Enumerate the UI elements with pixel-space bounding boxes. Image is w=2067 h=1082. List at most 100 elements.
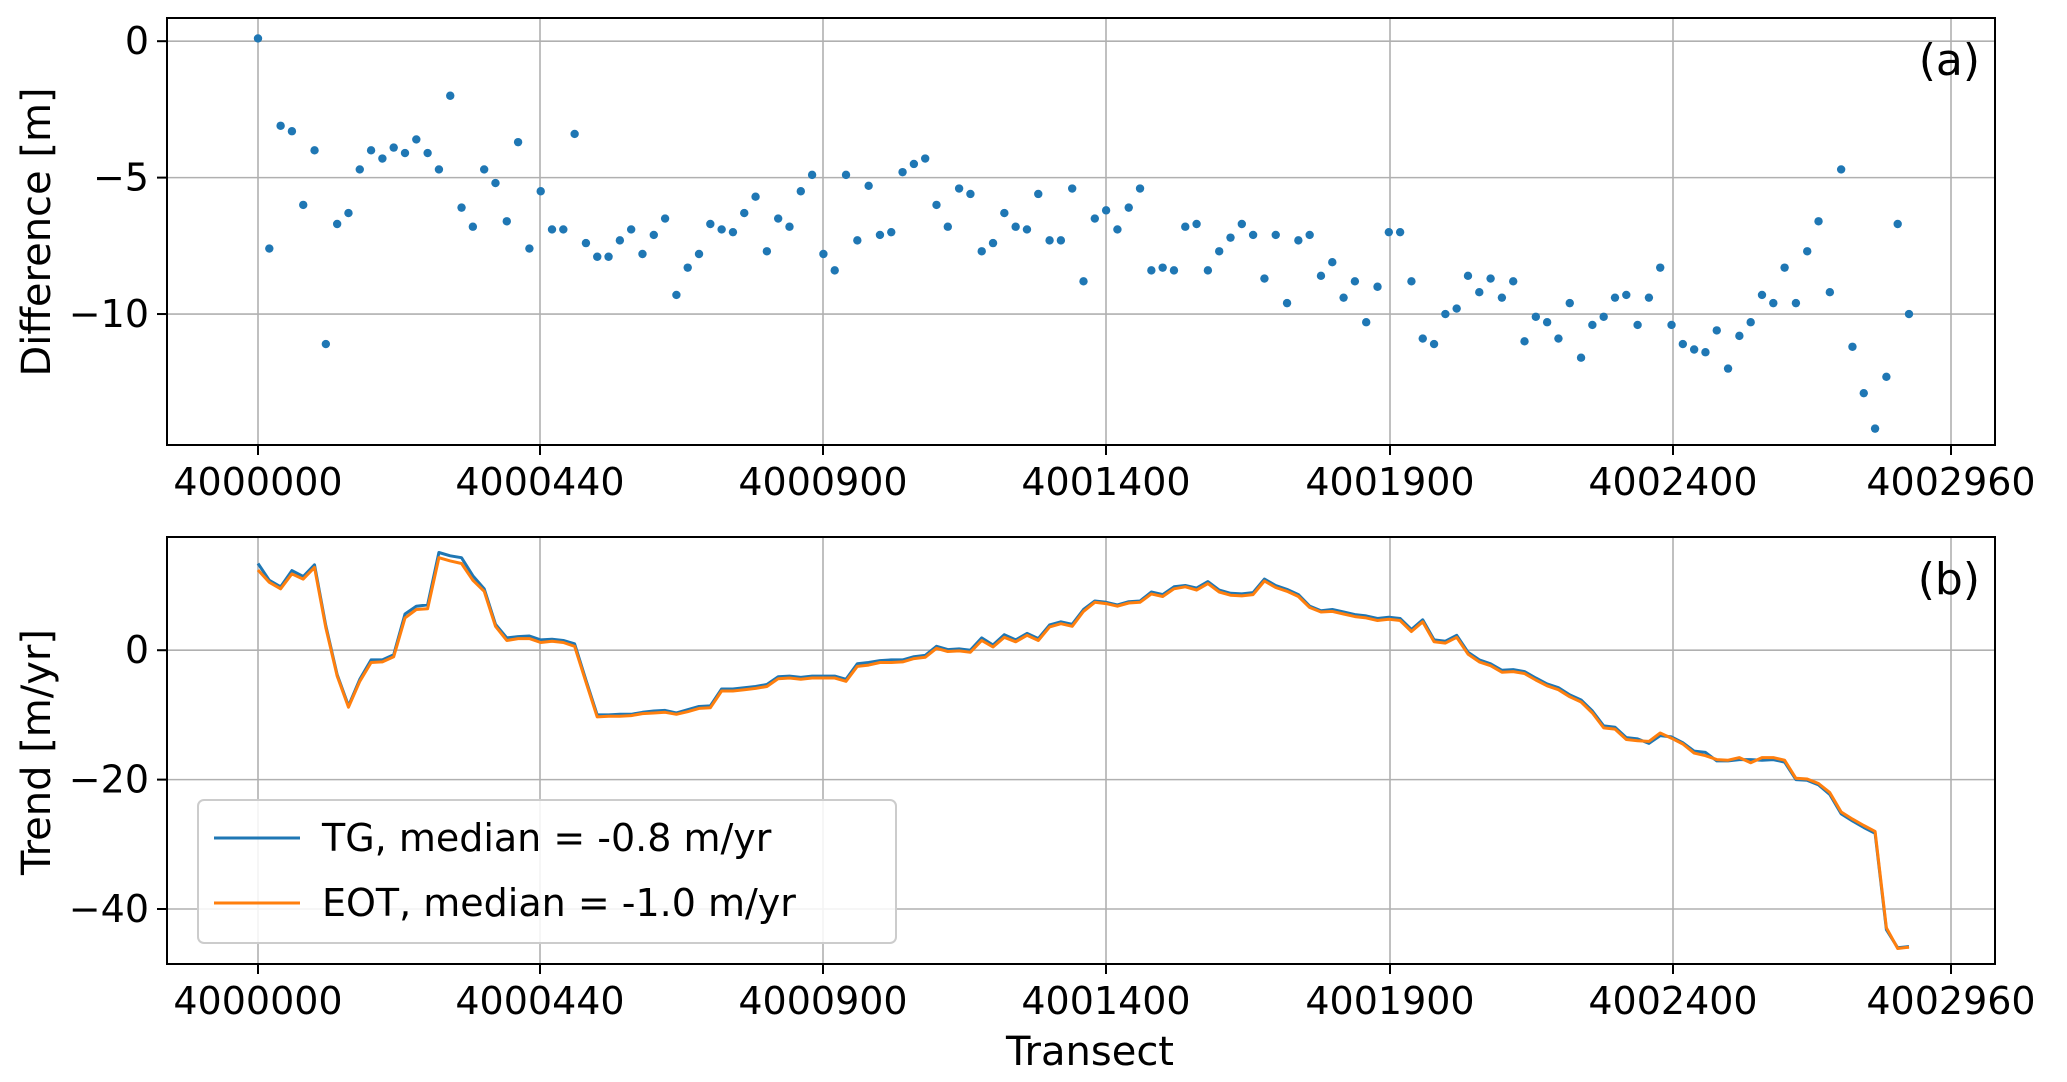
scatter-point: [683, 263, 692, 272]
scatter-point: [547, 225, 557, 234]
panel-a-ylabel: Difference [m]: [14, 87, 60, 376]
scatter-point: [1395, 227, 1405, 237]
scatter-point: [1859, 388, 1868, 398]
panel-a-xtick-label: 4001400: [1021, 460, 1190, 504]
scatter-point: [807, 170, 817, 180]
scatter-point: [1429, 339, 1439, 349]
scatter-point: [513, 137, 523, 147]
scatter-point: [1803, 247, 1812, 256]
scatter-point: [717, 225, 726, 234]
scatter-point: [773, 214, 783, 223]
scatter-point: [1034, 189, 1043, 199]
scatter-point: [593, 252, 602, 261]
scatter-point: [819, 249, 828, 259]
panel-b-xtick-label: 4000900: [738, 979, 907, 1023]
scatter-point: [1769, 298, 1778, 308]
panel-a: 4000000 4000440 4000900 4001400 4001900 40024…: [14, 17, 2036, 504]
scatter-point: [1689, 345, 1699, 354]
scatter-point: [1000, 208, 1009, 218]
panel-a-ytick-label: −10: [69, 292, 149, 336]
series-line-eot: [256, 556, 1910, 950]
scatter-point: [954, 184, 964, 193]
scatter-point: [1735, 331, 1744, 341]
scatter-point: [615, 236, 625, 245]
scatter-point: [581, 238, 591, 248]
scatter-point: [1158, 263, 1167, 272]
scatter-point: [830, 266, 839, 275]
scatter-point: [1282, 298, 1292, 308]
scatter-point: [434, 165, 444, 174]
scatter-point: [1011, 222, 1020, 231]
scatter-point: [1203, 266, 1213, 275]
scatter-point: [1825, 288, 1835, 297]
scatter-point: [1045, 236, 1054, 245]
scatter-point: [299, 200, 308, 210]
panel-a-ticks: 4000000 4000440 4000900 4001400 4001900 40024…: [69, 19, 2036, 504]
scatter-point: [1814, 217, 1823, 226]
scatter-point: [1056, 236, 1066, 245]
panel-b-xtick-label: 4002400: [1588, 979, 1757, 1023]
scatter-point: [1079, 277, 1088, 286]
scatter-point: [1328, 257, 1337, 267]
scatter-point: [1633, 320, 1642, 330]
scatter-point: [1486, 274, 1495, 283]
scatter-point: [751, 192, 760, 201]
panel-a-xtick-label: 4000440: [455, 460, 624, 504]
scatter-point: [1554, 334, 1563, 343]
legend-label-tg: TG, median = -0.8 m/yr: [321, 816, 772, 860]
scatter-point: [355, 165, 364, 174]
scatter-point: [276, 121, 285, 130]
panel-b-data: [256, 551, 1910, 950]
scatter-point: [853, 236, 862, 245]
scatter-point: [887, 227, 896, 237]
panel-a-xtick-label: 4000000: [173, 460, 342, 504]
scatter-point: [1362, 318, 1371, 327]
scatter-point: [988, 238, 998, 248]
scatter-point: [536, 187, 545, 196]
scatter-point: [1339, 293, 1348, 302]
panel-b-label: (b): [1918, 554, 1980, 605]
scatter-point: [920, 154, 930, 163]
panel-a-label: (a): [1919, 35, 1980, 86]
scatter-point: [1169, 266, 1179, 275]
scatter-point: [1678, 339, 1688, 349]
scatter-point: [1723, 364, 1733, 373]
scatter-point: [1237, 219, 1247, 229]
scatter-point: [1622, 290, 1631, 300]
scatter-point: [740, 208, 749, 218]
panel-a-frame: [166, 17, 1996, 446]
scatter-point: [287, 127, 297, 136]
scatter-point: [762, 247, 772, 256]
scatter-point: [841, 170, 851, 180]
scatter-point: [479, 165, 489, 174]
scatter-point: [502, 217, 511, 226]
panel-b-ytick-label: −40: [69, 887, 149, 931]
scatter-point: [400, 148, 410, 158]
scatter-point: [1509, 277, 1518, 286]
scatter-point: [1384, 227, 1394, 237]
scatter-point: [446, 91, 455, 100]
scatter-point: [1350, 277, 1360, 286]
panel-b-xtick-label: 4000440: [455, 979, 624, 1023]
scatter-point: [1407, 277, 1416, 286]
scatter-point: [1441, 309, 1450, 319]
scatter-point: [1147, 266, 1156, 275]
scatter-point: [1836, 165, 1846, 174]
panel-a-xtick-label: 4002400: [1588, 460, 1757, 504]
scatter-point: [332, 219, 342, 229]
panel-a-grid: [167, 18, 1995, 445]
scatter-point: [310, 146, 319, 155]
legend-label-eot: EOT, median = -1.0 m/yr: [322, 881, 796, 925]
scatter-point: [1113, 225, 1122, 234]
panel-a-xtick-label: 4000900: [738, 460, 907, 504]
legend-box: [197, 799, 897, 944]
scatter-point: [423, 148, 432, 158]
scatter-point: [412, 135, 421, 144]
scatter-point: [1610, 293, 1620, 302]
scatter-point: [1882, 372, 1891, 381]
scatter-point: [932, 200, 941, 210]
panel-a-data: [253, 34, 1914, 433]
scatter-point: [570, 129, 579, 139]
scatter-point: [1373, 282, 1382, 291]
